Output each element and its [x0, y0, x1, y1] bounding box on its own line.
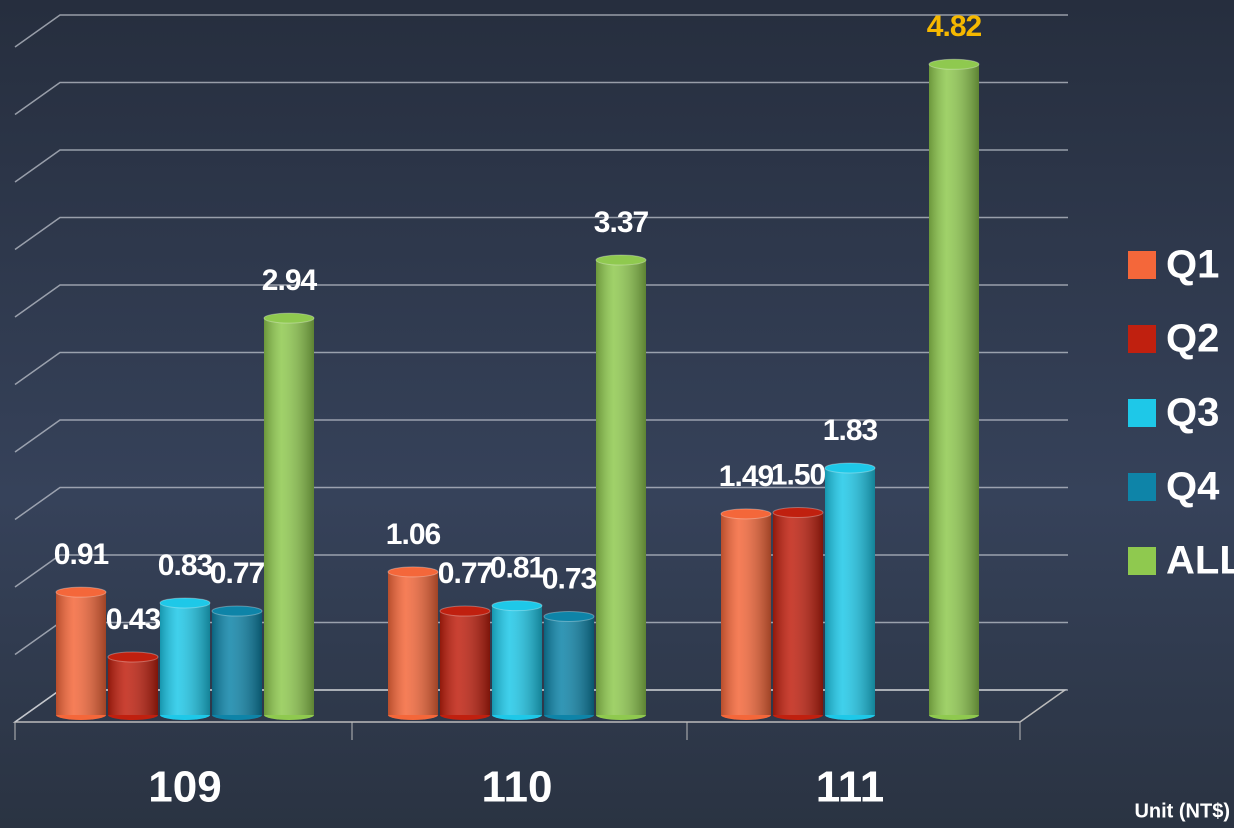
- bar: [107, 651, 159, 720]
- bar-shade: [264, 318, 314, 715]
- bar: [928, 58, 980, 720]
- value-label: 3.37: [594, 206, 649, 239]
- bar: [211, 605, 263, 720]
- grid-line: [14, 216, 1068, 251]
- grid-line: [14, 284, 1068, 318]
- bar-top: [824, 462, 876, 474]
- bar-shade: [212, 611, 262, 715]
- legend-label: Q3: [1166, 391, 1219, 435]
- legend-label: Q1: [1166, 243, 1219, 287]
- value-label: 1.06: [386, 518, 441, 551]
- bar: [720, 508, 772, 720]
- bar-shade: [596, 260, 646, 715]
- bar-top: [159, 597, 211, 609]
- value-label: 0.81: [490, 552, 545, 585]
- value-label: 0.91: [54, 538, 109, 571]
- legend-swatch: [1128, 251, 1156, 279]
- bar-top: [107, 651, 159, 663]
- bar: [772, 507, 824, 720]
- legend-label: ALL: [1166, 539, 1234, 583]
- bar-top: [55, 586, 107, 598]
- bar-shade: [773, 512, 823, 715]
- bar-shade: [544, 616, 594, 715]
- legend-swatch: [1128, 399, 1156, 427]
- bar-top: [543, 610, 595, 622]
- grid-line: [14, 351, 1068, 386]
- grid-line: [14, 419, 1068, 453]
- bar-top: [928, 58, 980, 70]
- bar-top: [595, 254, 647, 266]
- grid-line: [14, 149, 1068, 183]
- value-label: 1.49: [719, 460, 774, 493]
- value-label: 1.83: [823, 414, 878, 447]
- x-tick-label: 109: [148, 763, 221, 812]
- bar-shade: [825, 467, 875, 715]
- bar: [387, 566, 439, 720]
- bar-top: [491, 600, 543, 612]
- bar-shade: [108, 656, 158, 715]
- bar: [439, 605, 491, 720]
- value-label: 0.73: [542, 562, 597, 595]
- grid-line: [14, 486, 1068, 521]
- bar-shade: [56, 592, 106, 715]
- bar-shade: [388, 571, 438, 715]
- bar-shade: [492, 605, 542, 715]
- unit-label: Unit (NT$): [1134, 800, 1230, 822]
- bar: [491, 600, 543, 720]
- bar-top: [439, 605, 491, 617]
- bar-shade: [160, 602, 210, 715]
- legend-swatch: [1128, 547, 1156, 575]
- x-tick-label: 111: [816, 763, 885, 812]
- legend-label: Q4: [1166, 465, 1220, 509]
- bar: [595, 254, 647, 720]
- x-tick-label: 110: [482, 763, 553, 812]
- value-label: 0.77: [210, 557, 265, 590]
- bar-shade: [929, 64, 979, 716]
- legend-swatch: [1128, 473, 1156, 501]
- value-label: 0.77: [438, 557, 493, 590]
- bar-top: [211, 605, 263, 617]
- bar-top: [720, 508, 772, 520]
- bar-top: [387, 566, 439, 578]
- bar: [55, 586, 107, 720]
- bar: [263, 312, 315, 720]
- bar: [159, 597, 211, 720]
- bar-top: [772, 507, 824, 518]
- bar-shade: [440, 611, 490, 715]
- bar: [824, 462, 876, 720]
- value-label: 0.43: [106, 603, 161, 636]
- bar: [543, 610, 595, 720]
- value-label: 0.83: [158, 549, 213, 582]
- grid-line: [14, 14, 1068, 48]
- grid-line: [14, 81, 1068, 116]
- value-label: 1.50: [771, 458, 826, 491]
- legend-swatch: [1128, 325, 1156, 353]
- bar-top: [263, 312, 315, 324]
- legend-label: Q2: [1166, 317, 1219, 361]
- value-label: 4.82: [927, 10, 982, 43]
- value-label: 2.94: [262, 264, 318, 297]
- bar-shade: [721, 513, 771, 715]
